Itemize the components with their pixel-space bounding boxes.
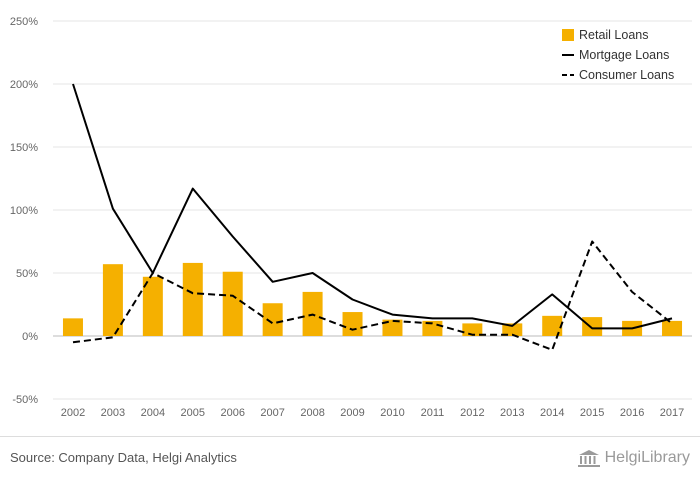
x-tick-label: 2002 [61,407,85,419]
line-mortgage-loans [72,83,673,330]
bar-retail-loans [462,323,483,336]
line-consumer-loans [72,240,673,351]
y-tick-label: 200% [10,79,38,91]
x-tick-label: 2003 [101,407,125,419]
y-tick-label: -50% [12,394,38,406]
x-tick-label: 2009 [340,407,364,419]
x-tick-label: 2006 [220,407,244,419]
bar-retail-loans [62,318,83,336]
bar-retail-loans [582,317,603,336]
chart-svg: -50% 0% 50% 100% 150% 200% 250% 2002 2003 2004 20… [10,16,692,419]
x-tick-label: 2017 [660,407,684,419]
legend-label-consumer: Consumer Loans [579,68,674,82]
legend-label-mortgage: Mortgage Loans [579,48,669,62]
bar-retail-loans [502,323,523,336]
bar-retail-loans [182,262,203,336]
y-tick-label: 0% [22,331,38,343]
x-tick-label: 2014 [540,407,564,419]
x-tick-label: 2015 [580,407,604,419]
legend-swatch-retail [562,29,574,41]
bar-retail-loans [342,312,363,336]
bar-retail-loans [262,303,283,336]
footer-divider [0,436,700,437]
logo-wordmark: HelgiLibrary [604,449,690,466]
y-tick-label: 50% [16,268,38,280]
source-note: Source: Company Data, Helgi Analytics [10,450,237,465]
x-tick-label: 2004 [141,407,165,419]
bar-retail-loans [382,319,403,336]
y-tick-label: 100% [10,205,38,217]
bar-retail-loans [142,276,163,336]
x-tick-label: 2016 [620,407,644,419]
x-tick-label: 2008 [300,407,324,419]
legend: Retail Loans Mortgage Loans Consumer Loa… [562,28,674,82]
x-tick-label: 2005 [181,407,205,419]
y-tick-label: 150% [10,142,38,154]
x-tick-label: 2007 [260,407,284,419]
y-tick-label: 250% [10,16,38,28]
library-building-icon [577,450,600,467]
bar-retail-loans [662,320,683,336]
legend-label-retail: Retail Loans [579,28,649,42]
x-tick-label: 2013 [500,407,524,419]
x-tick-label: 2010 [380,407,404,419]
bar-retail-loans [102,264,123,336]
bar-retail-loans [222,271,243,336]
x-tick-label: 2011 [421,407,445,419]
helgi-library-logo[interactable]: HelgiLibrary [577,446,690,470]
bar-retail-loans [542,315,563,336]
x-tick-label: 2012 [460,407,484,419]
